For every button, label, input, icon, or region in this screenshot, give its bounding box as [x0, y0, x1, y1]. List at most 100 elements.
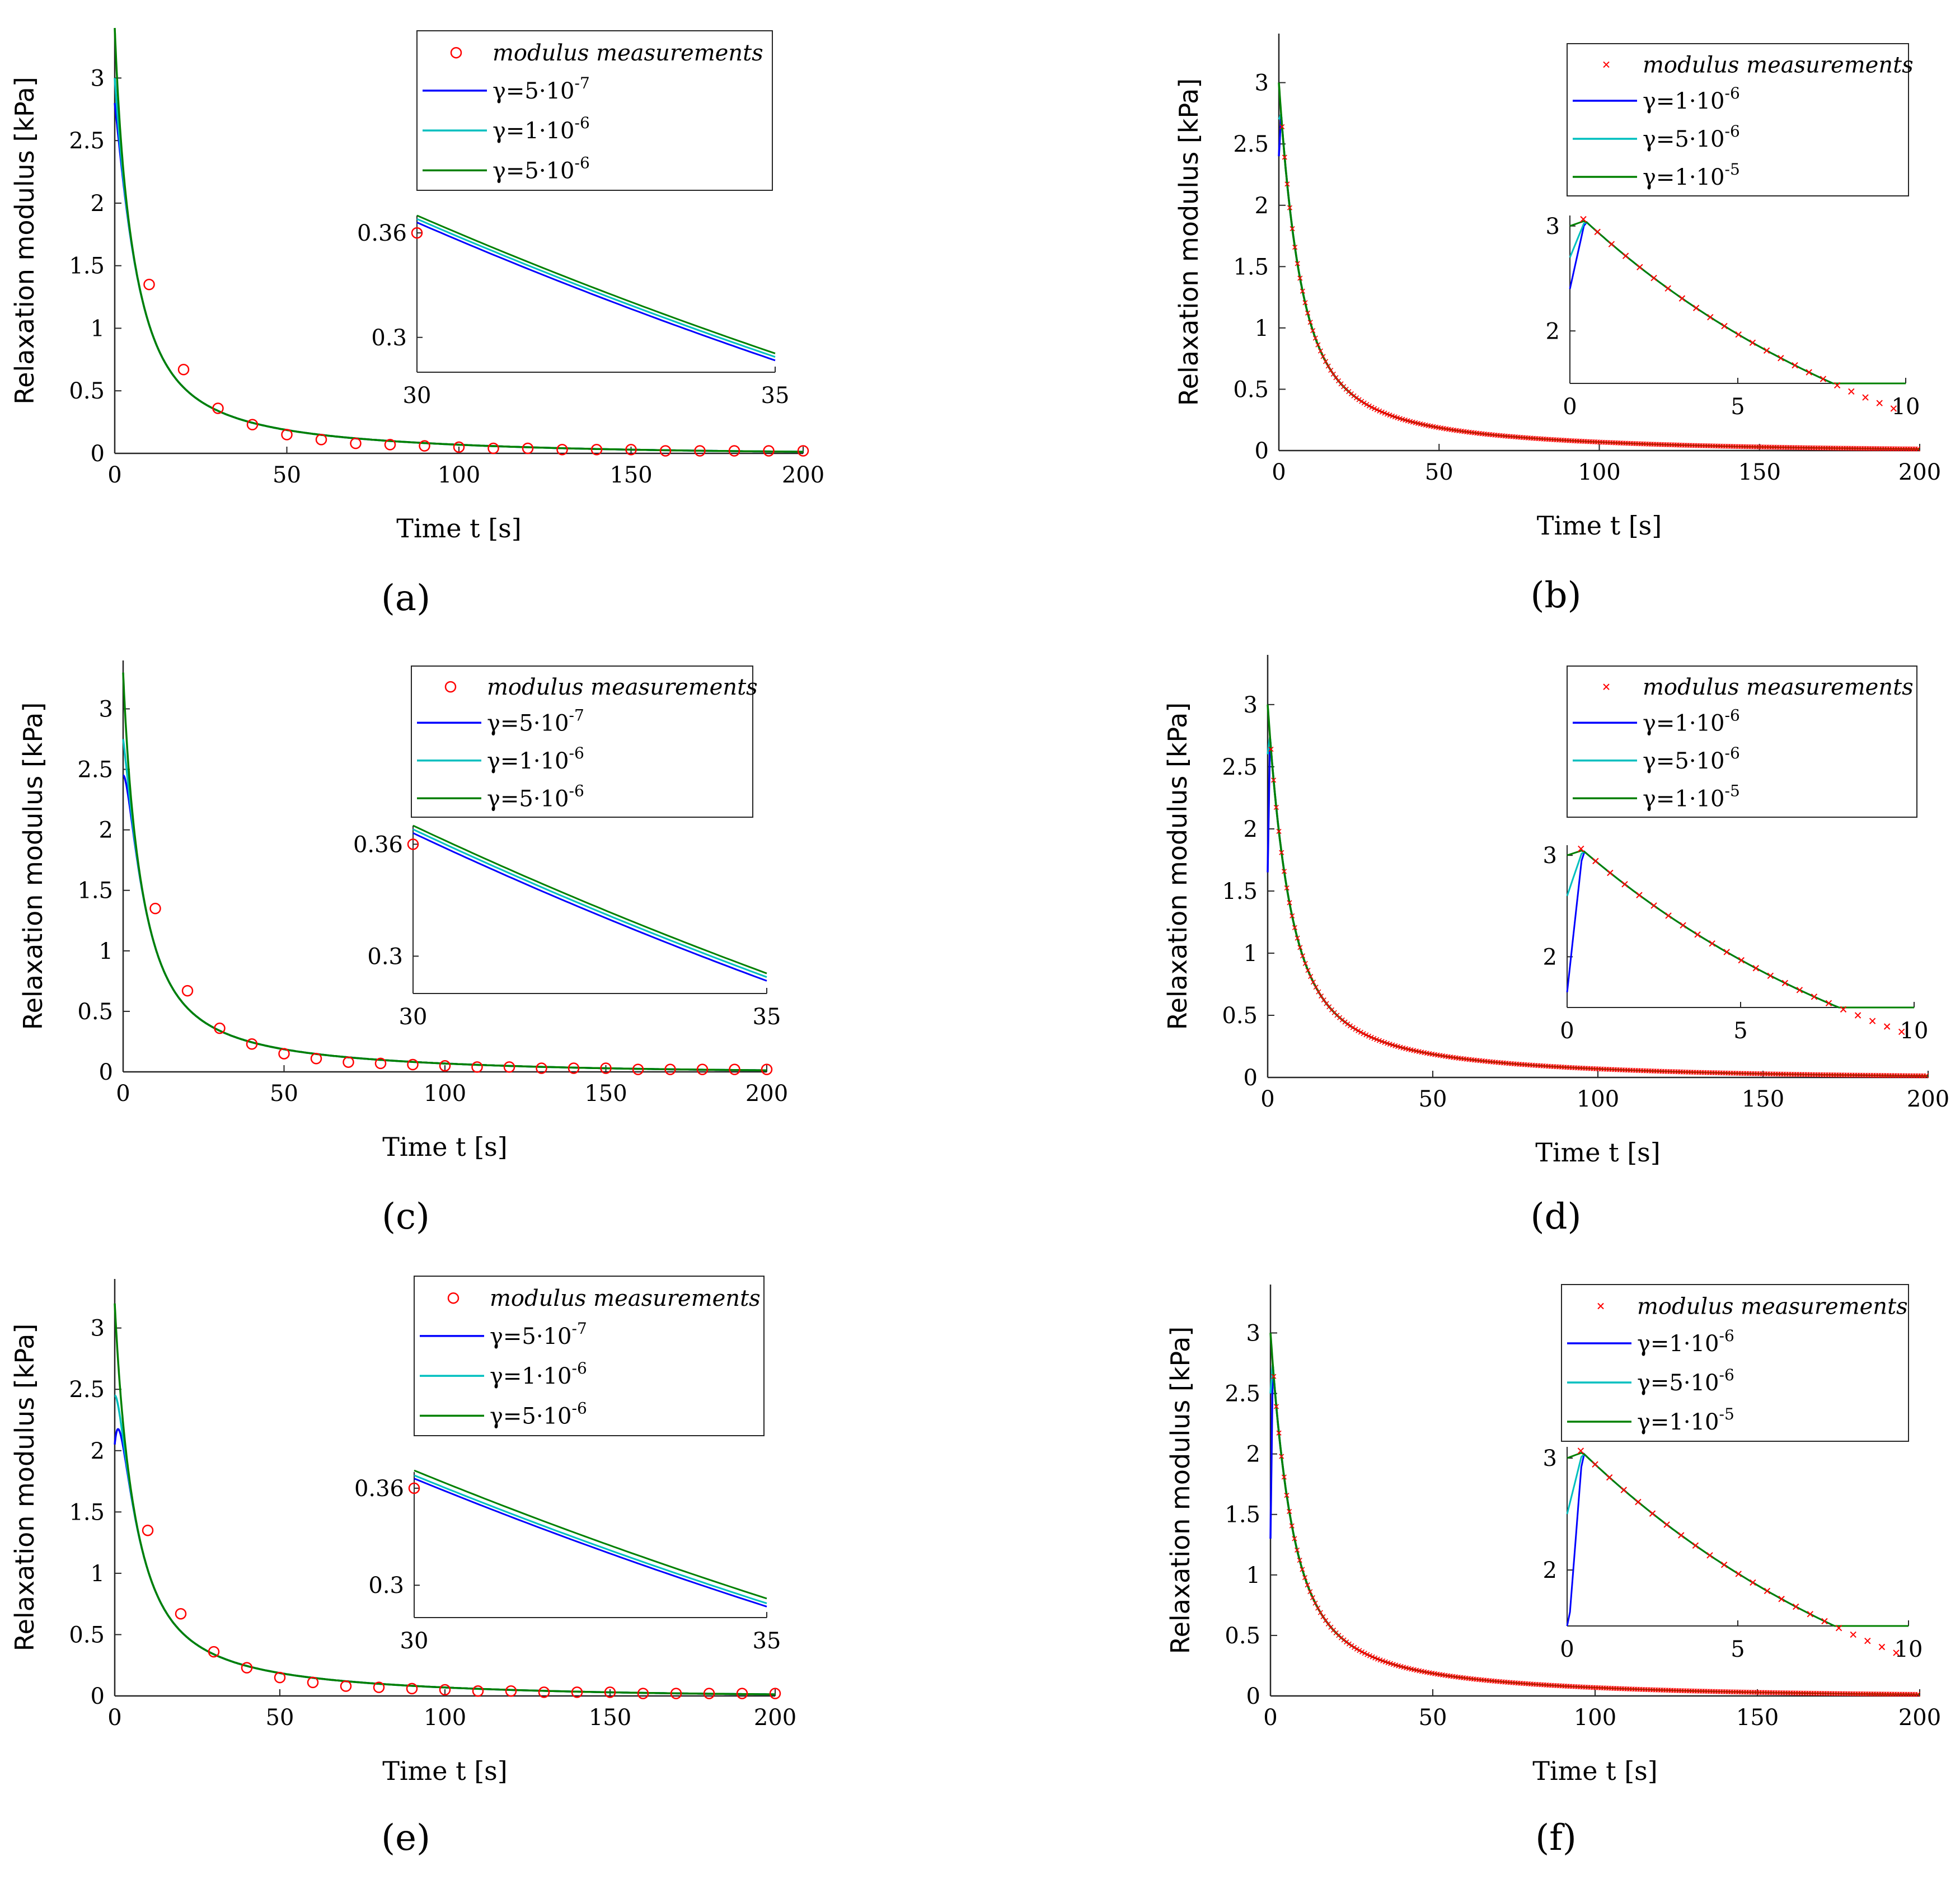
x-tick-label: 50 — [1425, 460, 1453, 485]
inset-measurement-point — [1750, 1579, 1756, 1586]
measurement-point — [1356, 1028, 1361, 1034]
inset-y-tick-label: 2 — [1543, 944, 1557, 970]
measurement-point — [175, 1608, 187, 1620]
inset-measurement-point — [1709, 940, 1715, 947]
legend-label-measurements: modulus measurements — [1643, 52, 1914, 78]
legend-label-exponent: -6 — [1719, 1327, 1734, 1345]
inset-a: 30 35 0.3 0.36 — [357, 214, 789, 409]
inset-measurement-point — [1854, 1012, 1861, 1019]
inset-series-line-3 — [414, 1469, 767, 1600]
measurement-point — [1310, 980, 1316, 985]
measurement-point — [1324, 1001, 1329, 1006]
x-tick-label: 200 — [1898, 1705, 1941, 1731]
legend-label-exponent: -5 — [1724, 160, 1739, 179]
x-tick-label: 200 — [1898, 460, 1941, 485]
y-tick-label: 0.5 — [1225, 1623, 1260, 1649]
series-line-3 — [114, 27, 803, 453]
y-tick-label: 3 — [1255, 71, 1269, 96]
legend-label-text: γ=5·10 — [487, 710, 569, 736]
measurement-point — [1333, 375, 1339, 381]
inset-series-line-1 — [414, 1478, 767, 1608]
inset-measurement-point — [1663, 1521, 1670, 1528]
measurement-point — [274, 1671, 286, 1684]
inset-y-tick-label: 0.3 — [367, 944, 403, 969]
measurement-point — [212, 402, 224, 414]
legend-label-exponent: -7 — [569, 706, 584, 724]
inset-measurement-point — [1752, 965, 1759, 972]
inset-measurement-point — [1864, 1637, 1871, 1644]
y-axis-label: Relaxation modulus [kPa] — [1162, 702, 1193, 1030]
y-tick-label: 1.5 — [1233, 254, 1269, 280]
inset-series-line-3 — [1567, 850, 1914, 1009]
measurement-point — [1292, 1536, 1297, 1541]
inset-y-tick-label: 0.36 — [353, 832, 403, 857]
measurement-point — [1281, 1474, 1287, 1480]
measurement-point — [1345, 1021, 1351, 1027]
inset-series-line-3 — [416, 214, 776, 354]
y-tick-label: 3 — [1244, 692, 1258, 718]
measurement-point — [1316, 989, 1321, 995]
legend-label-exponent: -6 — [574, 114, 589, 132]
y-tick-label: 3 — [91, 65, 105, 91]
x-tick-label: 100 — [424, 1705, 466, 1731]
inset-f: 0 5 10 2 3 — [1543, 1446, 1923, 1662]
measurement-point — [522, 442, 534, 454]
panel-a: 0 50 100 150 200 0 0.5 1 1.5 2 2.5 3 Time t [s] Relax… — [10, 27, 824, 619]
measurement-point — [604, 1686, 616, 1698]
inset-series-line-2 — [412, 828, 767, 978]
measurement-point — [1313, 985, 1319, 990]
inset-x-tick-label: 30 — [400, 1628, 429, 1654]
inset-measurement-point — [1862, 394, 1869, 401]
inset-e: 30 35 0.3 0.36 — [354, 1469, 781, 1654]
legend-label-1: γ=1·10-6 — [1643, 84, 1740, 114]
measurement-point — [1279, 124, 1285, 129]
y-tick-label: 3 — [99, 696, 113, 722]
y-tick-label: 2.5 — [69, 1377, 105, 1403]
legend-label-3: γ=5·10-6 — [487, 781, 584, 812]
y-tick-label: 0 — [99, 1060, 113, 1085]
inset-measurement-point — [1835, 1625, 1842, 1632]
inset-series-line-3 — [1567, 1452, 1909, 1627]
x-tick-label: 0 — [1272, 460, 1286, 485]
measurement-point — [1300, 1567, 1305, 1572]
measurement-point — [1344, 1639, 1349, 1645]
y-axis-label: Relaxation modulus [kPa] — [1165, 1327, 1195, 1655]
measurement-point — [728, 445, 740, 457]
measurement-point — [1307, 1589, 1313, 1595]
x-tick-label: 0 — [116, 1081, 130, 1107]
legend-label-measurements: modulus measurements — [493, 40, 763, 66]
measurement-point — [1364, 402, 1370, 407]
measurement-point — [729, 1063, 740, 1075]
inset-x-tick-label: 5 — [1733, 1018, 1747, 1044]
series-line-3 — [122, 672, 767, 1071]
panel-label: (d) — [1531, 1196, 1582, 1238]
inset-measurement-point — [1763, 347, 1770, 354]
inset-series-line-2 — [416, 218, 776, 358]
inset-x-tick-label: 0 — [1560, 1018, 1574, 1044]
measurement-point — [1353, 1027, 1358, 1032]
measurement-point — [1308, 974, 1314, 980]
measurement-point — [1370, 1654, 1375, 1660]
x-tick-label: 200 — [782, 462, 824, 488]
measurement-point — [1325, 363, 1331, 369]
measurement-point — [1369, 405, 1375, 410]
measurement-point — [694, 445, 706, 457]
measurement-point — [1271, 777, 1277, 783]
inset-measurement-point — [1637, 264, 1643, 271]
y-tick-label: 2.5 — [69, 128, 105, 154]
y-axis-label: Relaxation modulus [kPa] — [10, 77, 40, 405]
x-tick-label: 150 — [1736, 1705, 1779, 1731]
measurement-point — [1300, 288, 1305, 294]
measurement-point — [1284, 181, 1290, 187]
measurement-point — [1295, 935, 1300, 941]
measurement-point — [1315, 1605, 1321, 1611]
legend-marker-measurements — [450, 46, 462, 59]
measurement-point — [1297, 275, 1303, 281]
legend-label-measurements: modulus measurements — [1643, 674, 1914, 700]
legend-label-3: γ=1·10-5 — [1643, 160, 1740, 190]
inset-x-tick-label: 35 — [753, 1004, 781, 1030]
panel-label: (a) — [381, 578, 430, 619]
legend-label-exponent: -6 — [569, 744, 584, 762]
